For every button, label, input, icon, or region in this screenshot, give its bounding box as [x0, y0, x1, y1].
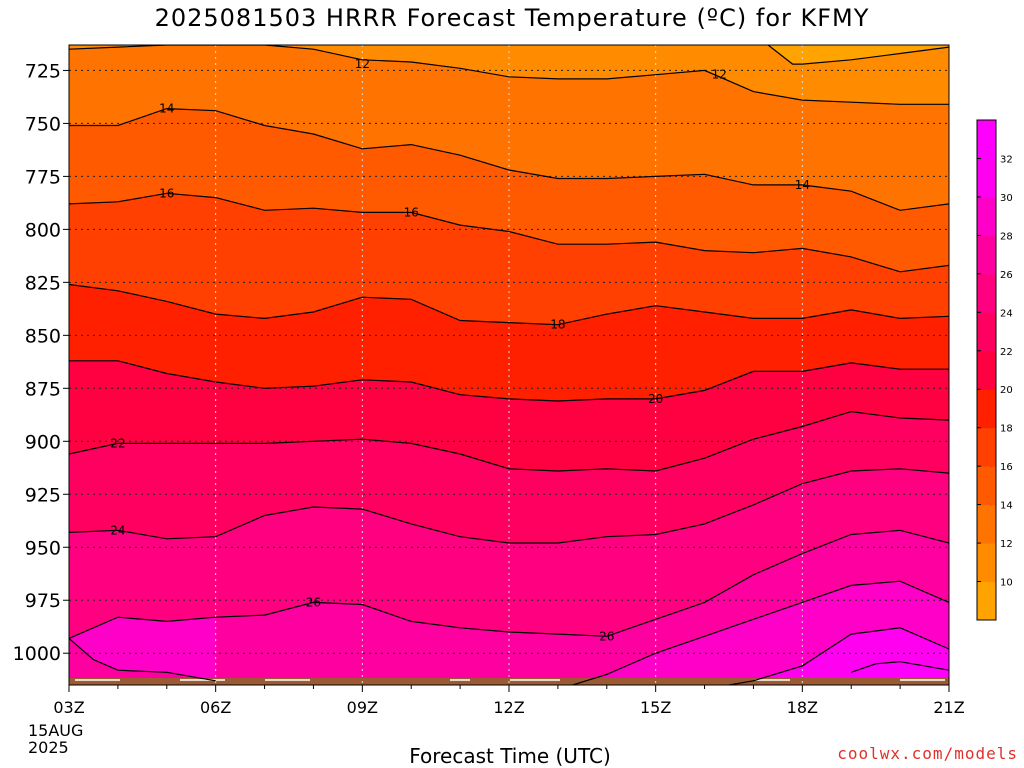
colorbar-label-10: 10 — [1000, 578, 1013, 589]
y-tick-label-800: 800 — [25, 219, 61, 241]
grid-lines — [68, 45, 949, 685]
contour-label-22-8: 22 — [110, 436, 125, 450]
colorbar-swatch-2 — [977, 504, 996, 544]
contour-label-26-11: 26 — [599, 629, 614, 643]
contour-line-22-6 — [69, 410, 949, 472]
colorbar-swatch-4 — [977, 427, 996, 467]
colorbar-swatch-5 — [977, 389, 996, 429]
contour-label-12-0: 12 — [355, 57, 370, 71]
contour-line-16-3 — [69, 192, 949, 273]
x-tick-label-03Z: 03Z — [53, 698, 84, 717]
x-tick-label-06Z: 06Z — [200, 698, 231, 717]
colorbar-label-18: 18 — [1000, 424, 1013, 435]
contour-labels: 12 12 14 14 16 16 18 20 22 24 26 26 — [110, 57, 810, 643]
start-date-day: 15AUG — [28, 721, 84, 740]
colorbar-swatch-11 — [977, 158, 996, 198]
colorbar-label-12: 12 — [1000, 539, 1013, 550]
contour-line-26-9 — [69, 637, 216, 682]
contour-label-14-2: 14 — [159, 102, 174, 116]
y-tick-label-750: 750 — [25, 113, 61, 135]
y-tick-label-850: 850 — [25, 325, 61, 347]
colorbar-label-22: 22 — [1000, 347, 1013, 358]
colorbar-label-26: 26 — [1000, 270, 1013, 281]
contour-line-20-5 — [69, 360, 949, 402]
contour-label-16-4: 16 — [159, 186, 174, 200]
contour-line-30-11 — [728, 627, 949, 685]
y-tick-label-1000: 1000 — [13, 643, 61, 665]
colorbar-label-30: 30 — [1000, 193, 1013, 204]
colorbar-swatch-10 — [977, 196, 996, 236]
x-axis: 03Z 06Z 09Z 12Z 15Z 18Z 21Z — [53, 685, 965, 717]
colorbar-label-20: 20 — [1000, 385, 1013, 396]
fill-band-cold-region — [768, 45, 949, 65]
contour-lines — [69, 45, 949, 685]
x-tick-label-09Z: 09Z — [347, 698, 378, 717]
y-tick-label-900: 900 — [25, 431, 61, 453]
y-tick-label-775: 775 — [25, 166, 61, 188]
contour-label-24-9: 24 — [110, 523, 125, 537]
contour-line-26-8 — [69, 529, 949, 639]
colorbar-swatch-0 — [977, 581, 996, 621]
colorbar-label-28: 28 — [1000, 231, 1013, 242]
colorbar-frame — [976, 119, 997, 621]
y-tick-label-725: 725 — [25, 60, 61, 82]
x-tick-label-18Z: 18Z — [787, 698, 818, 717]
contour-line-24-7 — [69, 468, 949, 544]
contour-label-18-6: 18 — [550, 318, 565, 332]
contour-line-14-2 — [69, 107, 949, 211]
colorbar-swatch-9 — [977, 235, 996, 275]
credit-link[interactable]: coolwx.com/models — [837, 744, 1018, 763]
x-tick-label-12Z: 12Z — [493, 698, 524, 717]
x-tick-label-15Z: 15Z — [640, 698, 671, 717]
colorbar-label-32: 32 — [1000, 154, 1013, 165]
contour-line-12-1 — [767, 45, 949, 65]
y-tick-label-825: 825 — [25, 272, 61, 294]
colorbar-swatch-7 — [977, 312, 996, 352]
colorbar-swatch-6 — [977, 350, 996, 390]
y-axis: 725 750 775 800 825 850 875 900 925 950 975 1000 — [13, 60, 69, 665]
contour-label-26-10: 26 — [306, 595, 321, 609]
y-tick-label-950: 950 — [25, 537, 61, 559]
x-tick-label-21Z: 21Z — [933, 698, 964, 717]
contour-label-14-3: 14 — [795, 178, 810, 192]
contour-label-20-7: 20 — [648, 392, 663, 406]
y-tick-label-975: 975 — [25, 590, 61, 612]
chart-title: 2025081503 HRRR Forecast Temperature (ºC… — [154, 4, 870, 32]
colorbar-swatch-12 — [977, 120, 996, 159]
colorbar-swatch-8 — [977, 273, 996, 313]
contour-label-12-1: 12 — [712, 68, 727, 82]
contour-line-18-4 — [69, 283, 949, 326]
colorbar-label-14: 14 — [1000, 501, 1013, 512]
colorbar-swatch-3 — [977, 466, 996, 506]
colorbar-swatch-1 — [977, 543, 996, 583]
colorbar: 10 12 14 16 18 20 22 24 26 28 30 32 — [976, 119, 1013, 621]
y-tick-label-875: 875 — [25, 378, 61, 400]
colorbar-label-24: 24 — [1000, 308, 1013, 319]
start-date-year: 2025 — [28, 738, 69, 757]
contour-line-12-0 — [69, 45, 949, 105]
y-tick-label-925: 925 — [25, 484, 61, 506]
x-axis-label: Forecast Time (UTC) — [409, 744, 611, 768]
contour-label-16-5: 16 — [404, 205, 419, 219]
contour-line-32-12 — [851, 661, 949, 673]
colorbar-label-16: 16 — [1000, 462, 1013, 473]
contour-line-28-10 — [572, 580, 949, 685]
start-date-label: 15AUG 2025 — [28, 722, 83, 756]
